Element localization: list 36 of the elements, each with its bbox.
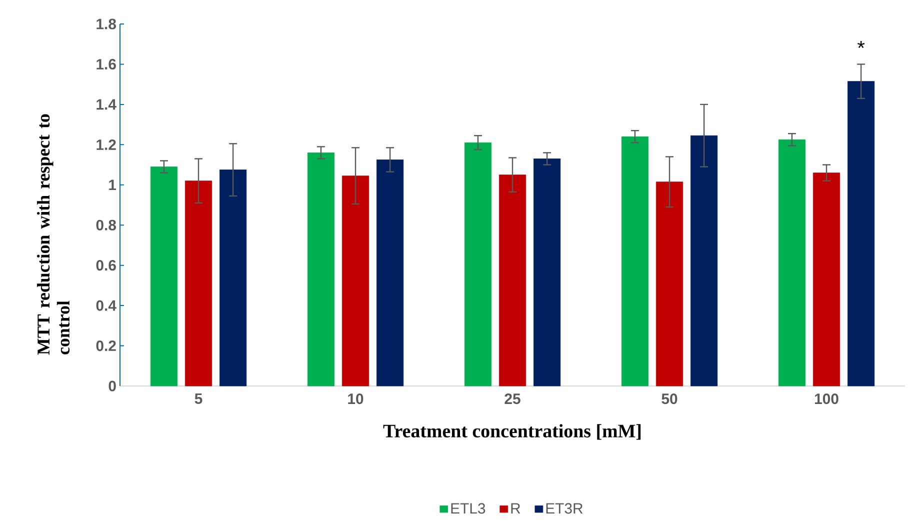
- bar: [778, 139, 806, 386]
- y-tick-label: 1.6: [96, 58, 116, 70]
- x-axis-title: Treatment concentrations [mM]: [383, 424, 641, 440]
- legend-label: ETL3: [451, 503, 486, 514]
- y-tick-label: 0.2: [96, 340, 116, 352]
- legend-label: R: [511, 503, 520, 514]
- bar: [219, 170, 247, 386]
- y-axis-title: MTT reduction with respect to control: [36, 114, 70, 355]
- legend-label: ET3R: [546, 503, 583, 514]
- bar: [812, 172, 840, 386]
- x-tick-label: 100: [814, 394, 838, 404]
- bar: [307, 152, 335, 386]
- y-tick-label: 1.4: [96, 99, 116, 110]
- y-tick-label: 0: [108, 380, 116, 392]
- bar: [464, 142, 492, 386]
- bar: [498, 174, 526, 386]
- bar: [376, 160, 404, 386]
- y-tick-label: 0.4: [96, 300, 116, 311]
- bar: [534, 158, 561, 386]
- bar: [342, 176, 370, 386]
- y-tick-label: 0.8: [96, 220, 116, 230]
- bar: [848, 81, 875, 386]
- y-tick-label: 1.8: [96, 18, 116, 30]
- bar: [690, 135, 718, 386]
- x-tick-label: 25: [504, 394, 520, 404]
- x-tick-label: 10: [348, 394, 364, 404]
- bar: [150, 166, 178, 386]
- bar: [656, 182, 684, 386]
- x-tick-label: 5: [194, 394, 202, 404]
- bar: [184, 180, 212, 386]
- annotation: *: [858, 41, 865, 48]
- y-tick-label: 1.2: [96, 139, 116, 150]
- x-tick-label: 50: [662, 394, 678, 404]
- bar: [621, 136, 649, 386]
- y-tick-label: 1: [109, 180, 116, 190]
- y-tick-label: 0.6: [96, 260, 116, 271]
